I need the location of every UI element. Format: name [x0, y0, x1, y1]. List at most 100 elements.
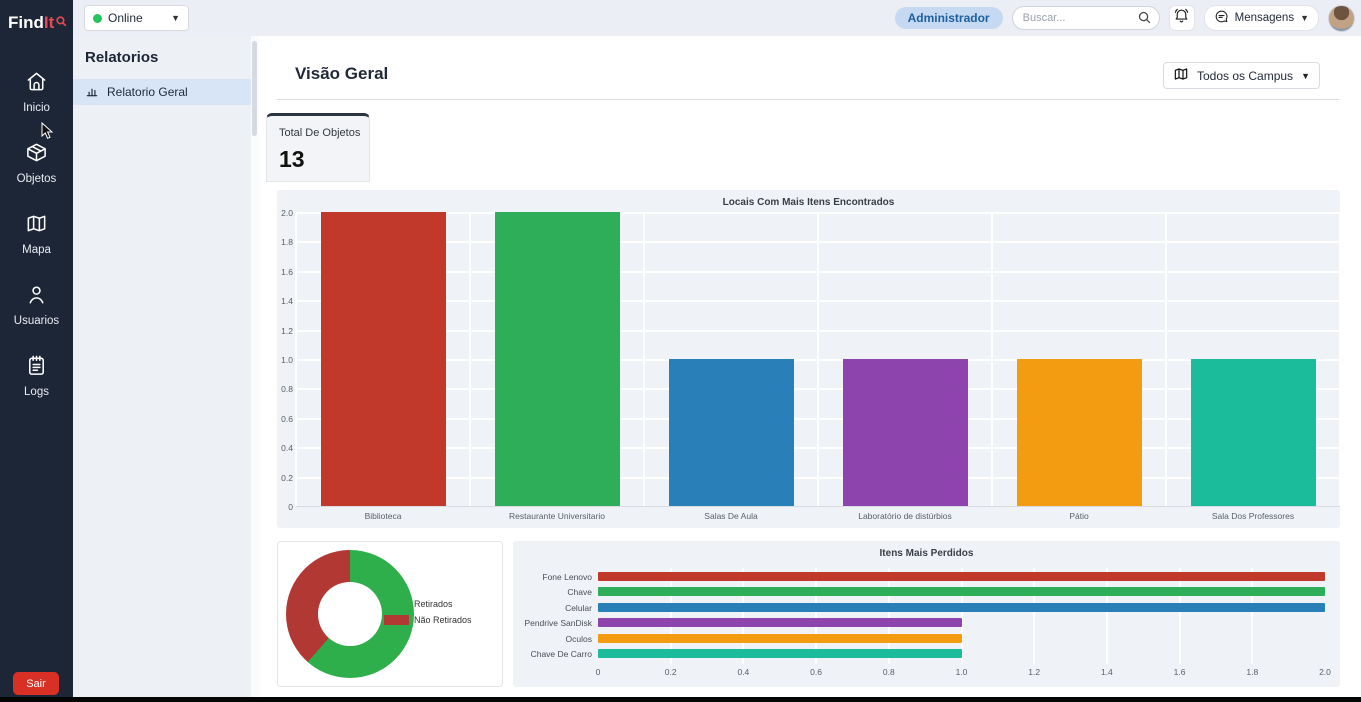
total-objects-label: Total De Objetos [279, 127, 361, 139]
campus-select-value: Todos os Campus [1197, 68, 1294, 83]
x-axis-tick: 0.4 [737, 667, 750, 677]
sidebar-item-mapa[interactable]: Mapa [0, 212, 73, 256]
sidebar-nav: Inicio Objetos Mapa Usuarios [0, 70, 73, 398]
legend-swatch-red [384, 615, 409, 625]
y-axis-label: Celular [565, 602, 592, 613]
x-axis-tick: 2.0 [1319, 667, 1331, 677]
sidebar-item-logs[interactable]: Logs [0, 354, 73, 398]
grid-line [817, 213, 819, 506]
x-axis-tick: 1.8 [1246, 667, 1259, 677]
sidebar-item-usuarios[interactable]: Usuarios [0, 283, 73, 327]
y-axis-tick: 1.8 [281, 237, 293, 248]
scrollbar-thumb[interactable] [252, 41, 257, 136]
legend-label: Não Retirados [414, 615, 472, 625]
bar-fone-lenovo[interactable] [598, 572, 1325, 581]
app-logo[interactable]: Find It [8, 13, 68, 33]
legend-label: Retirados [414, 599, 453, 609]
chevron-down-icon: ▼ [1300, 13, 1309, 23]
sidebar-item-objetos[interactable]: Objetos [0, 141, 73, 185]
y-axis-tick: 0.6 [281, 413, 293, 424]
reports-panel: Relatorios Relatorio Geral [73, 36, 251, 697]
total-objects-value: 13 [279, 146, 305, 172]
scrollbar-track[interactable] [251, 36, 259, 697]
total-objects-card[interactable]: Total De Objetos 13 [266, 113, 370, 182]
grid-line [295, 213, 297, 506]
notebook-icon [25, 354, 48, 382]
x-axis-label: Restaurante Universitario [509, 511, 605, 521]
grid-line [991, 213, 993, 506]
notifications-button[interactable] [1168, 5, 1195, 31]
messages-label: Mensagens [1234, 12, 1295, 24]
map-icon [25, 212, 48, 240]
topbar-right: Administrador Mensagens ▼ [894, 4, 1355, 32]
magnifier-icon [54, 13, 68, 33]
grid-line [1165, 213, 1167, 506]
avatar[interactable] [1328, 4, 1355, 32]
x-axis-label: Sala Dos Professores [1211, 511, 1295, 521]
sidebar-item-label: Mapa [22, 244, 51, 256]
donut-legend: Retirados Não Retirados [384, 599, 472, 625]
logout-button[interactable]: Sair [13, 672, 59, 695]
sidebar: Find It Inicio Objetos [0, 0, 73, 702]
legend-swatch-green [384, 599, 409, 609]
y-axis-tick: 1.2 [281, 325, 293, 336]
bottom-edge [0, 697, 1361, 702]
home-icon [25, 70, 48, 98]
bar-chave-de-carro[interactable] [598, 649, 962, 658]
locations-chart-yaxis: 0 0.2 0.4 0.6 0.8 1.0 1.2 1.4 1.6 1.8 2.0 [277, 190, 295, 528]
bar-oculos[interactable] [598, 633, 962, 643]
y-axis-label: Pendrive SanDisk [524, 618, 592, 629]
lost-items-chart-panel: Itens Mais Perdidos Fone Lenovo Chave Celu… [513, 541, 1340, 687]
x-axis-tick: 1.0 [955, 667, 968, 677]
locations-chart-xaxis: Biblioteca Restaurante Universitario Salas… [296, 511, 1340, 525]
status-select[interactable]: Online ▼ [84, 5, 189, 31]
y-axis-tick: 0.4 [281, 443, 293, 454]
x-axis-tick: 0 [595, 667, 601, 677]
mouse-cursor [40, 121, 55, 145]
donut-hole [318, 582, 382, 646]
cube-icon [25, 141, 48, 169]
bar-biblioteca[interactable] [320, 212, 446, 506]
y-axis-tick: 1.4 [281, 296, 293, 307]
bar-chave[interactable] [598, 587, 1325, 597]
header-divider [277, 99, 1339, 100]
locations-chart-title: Locais Com Mais Itens Encontrados [722, 197, 895, 208]
messages-button[interactable]: Mensagens ▼ [1203, 5, 1319, 31]
sidebar-item-relatorio-geral[interactable]: Relatorio Geral [73, 79, 251, 105]
campus-select[interactable]: Todos os Campus ▼ [1163, 62, 1320, 89]
grid-line [1033, 568, 1036, 664]
bar-salas-de-aula[interactable] [668, 359, 794, 506]
x-axis-label: Salas De Aula [704, 511, 758, 521]
bar-pendrive-sandisk[interactable] [598, 618, 962, 628]
legend-item-retirados: Retirados [384, 599, 472, 609]
y-axis-tick: 0.8 [281, 384, 293, 395]
locations-chart-plot [295, 212, 1341, 507]
bar-pátio[interactable] [1016, 359, 1142, 506]
grid-line [1251, 568, 1254, 664]
y-axis-label: Oculos [565, 633, 592, 644]
y-axis-tick: 1.6 [281, 266, 293, 277]
bar-celular[interactable] [598, 602, 1325, 612]
search-box [1011, 6, 1160, 30]
y-axis-tick: 0.2 [281, 472, 293, 483]
grid-line [669, 568, 672, 664]
search-input[interactable] [1011, 6, 1160, 30]
topbar: Online ▼ Administrador Mensagens [73, 0, 1361, 36]
bar-laboratório-de-distúrbios[interactable] [842, 359, 968, 506]
lost-items-chart-plot [598, 568, 1325, 664]
grid-line [1339, 213, 1341, 506]
logo-text-it: It [43, 13, 55, 32]
grid-line [1178, 568, 1181, 664]
sidebar-item-label: Usuarios [13, 315, 60, 327]
bar-restaurante-universitario[interactable] [494, 212, 620, 506]
bell-icon [1173, 7, 1190, 29]
x-axis-tick: 1.4 [1100, 667, 1113, 677]
sidebar-item-label: Objetos [16, 173, 57, 185]
grid-line [1105, 568, 1108, 664]
search-icon [1137, 10, 1152, 30]
logo-text-find: Find [8, 13, 44, 32]
role-badge: Administrador [894, 7, 1003, 29]
bar-sala-dos-professores[interactable] [1190, 359, 1316, 506]
sidebar-item-inicio[interactable]: Inicio [0, 70, 73, 114]
